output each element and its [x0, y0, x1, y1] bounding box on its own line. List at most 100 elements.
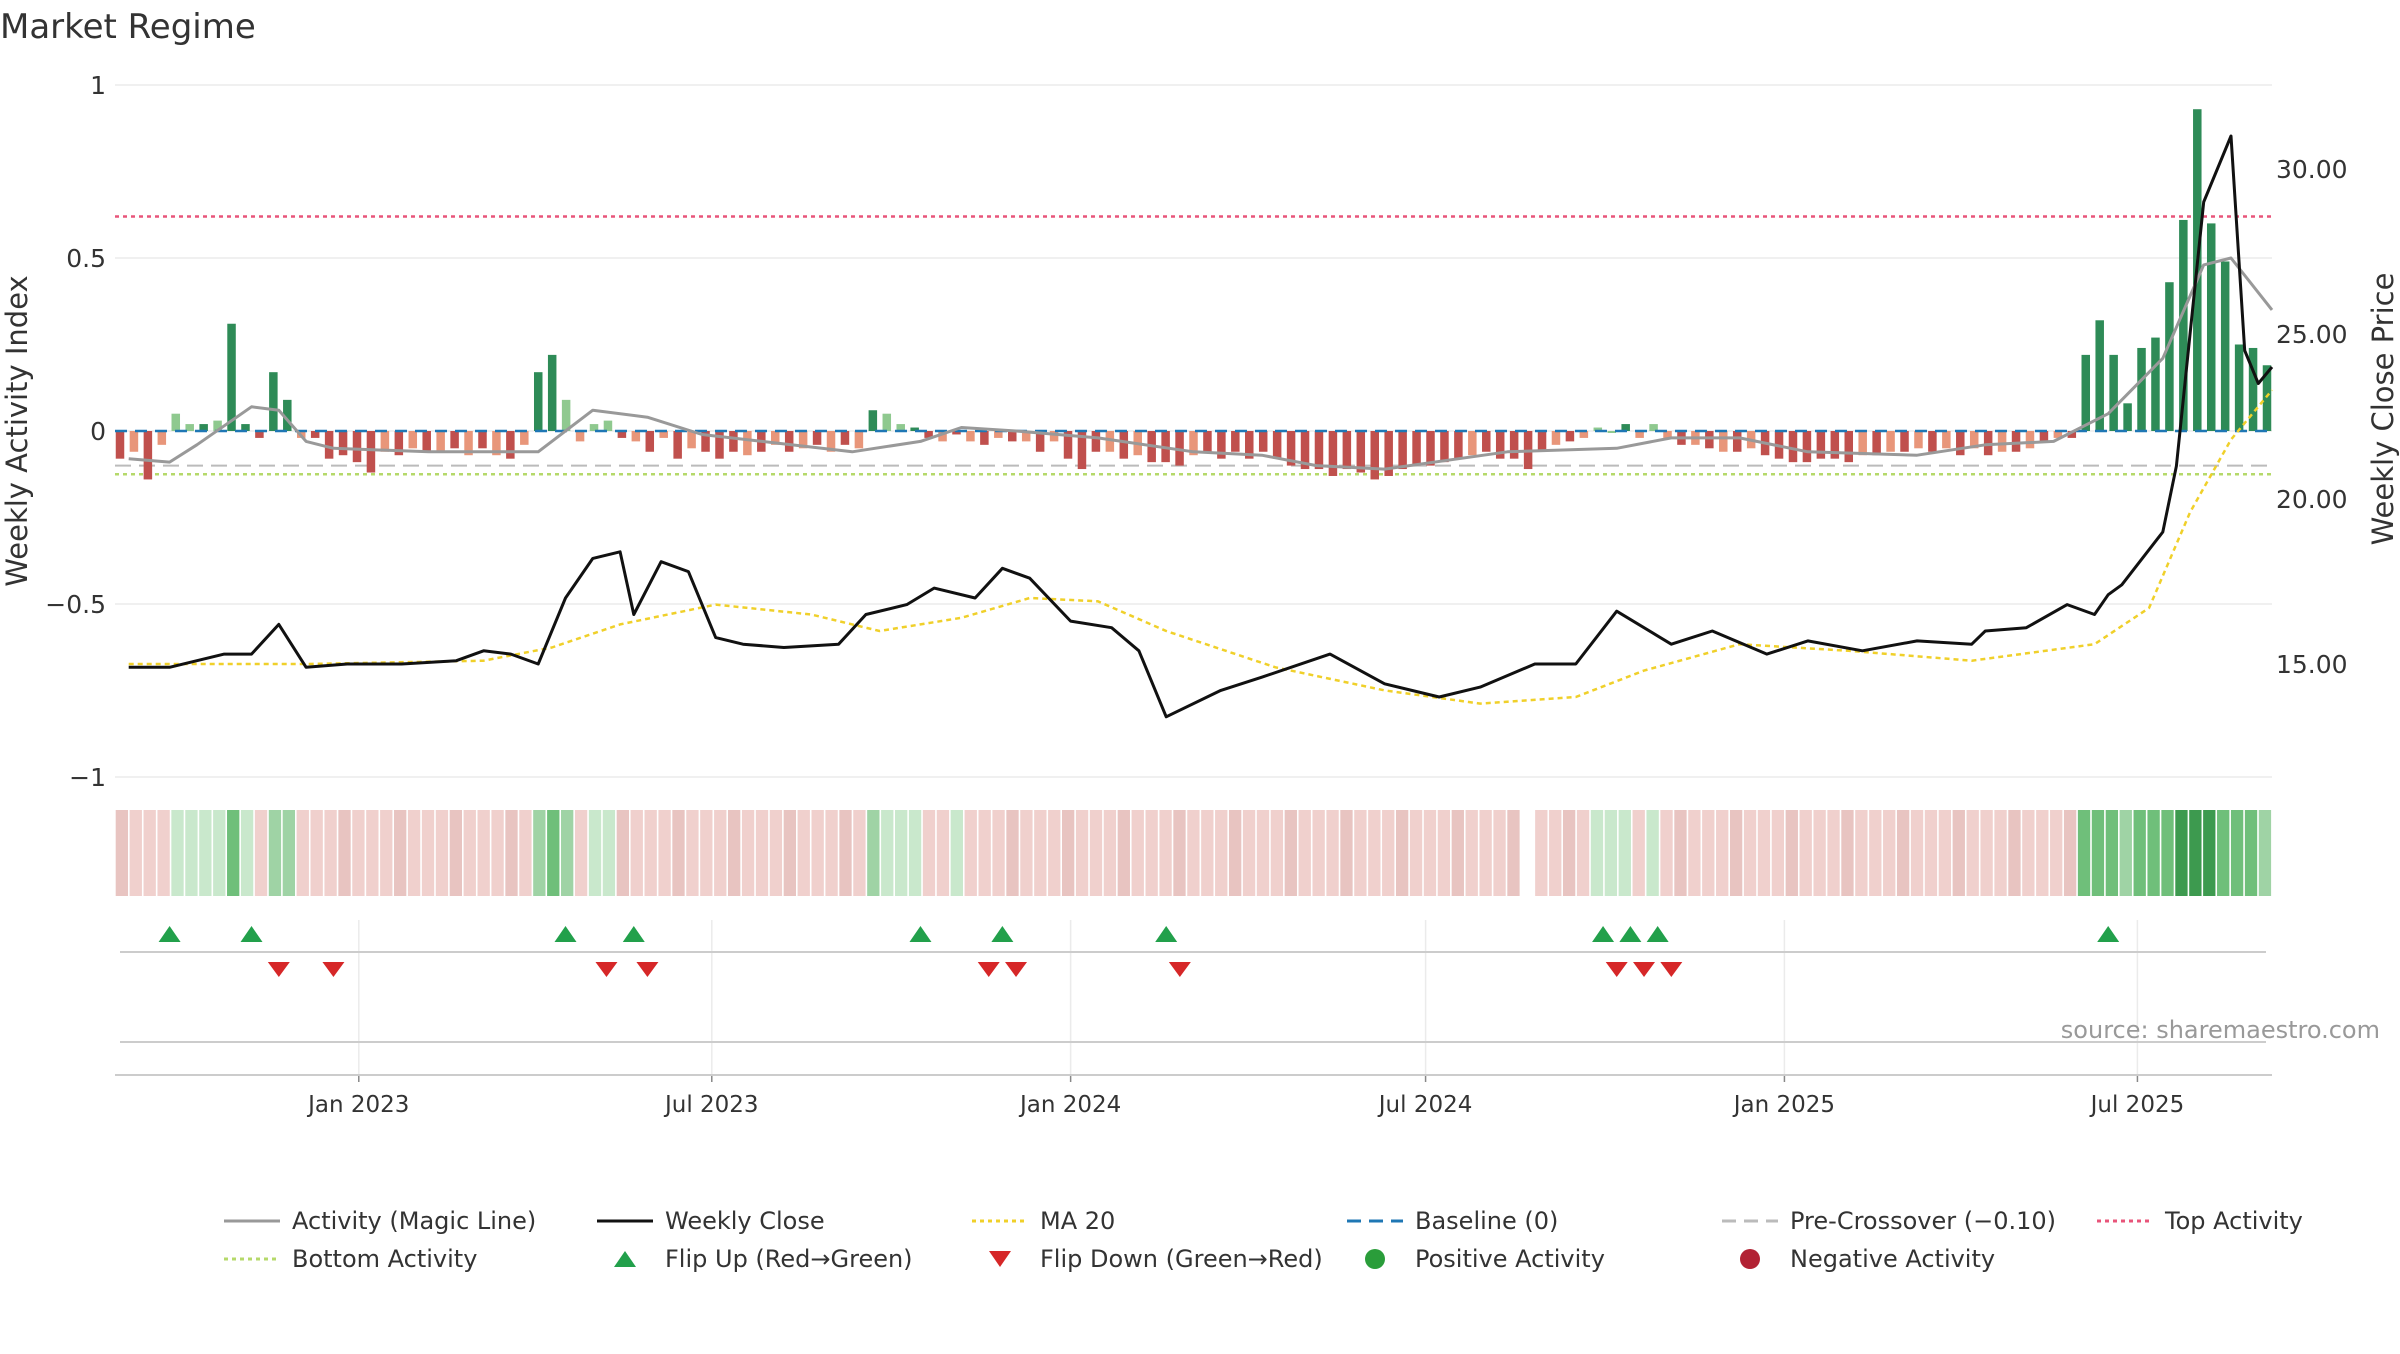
- regime-strip-cell: [1910, 810, 1924, 896]
- activity-bar: [771, 431, 780, 445]
- x-tick-label: Jan 2025: [1732, 1092, 1835, 1118]
- regime-strip-cell: [783, 810, 796, 896]
- regime-strip-cell: [686, 810, 699, 896]
- activity-bar: [1537, 431, 1547, 452]
- regime-strip-cell: [1159, 810, 1172, 896]
- y-tick-label: −0.5: [45, 590, 106, 619]
- activity-bar: [394, 431, 404, 456]
- flip-down-marker: [322, 962, 345, 977]
- activity-bar: [1217, 431, 1226, 459]
- regime-strip-cell: [1006, 810, 1019, 896]
- activity-bar: [1997, 431, 2007, 452]
- activity-bar: [924, 431, 933, 438]
- flip-up-marker: [2097, 926, 2120, 942]
- activity-bar: [1886, 431, 1895, 452]
- regime-strip-cell: [1813, 810, 1826, 896]
- regime-strip-cell: [853, 810, 866, 896]
- activity-bar: [784, 431, 794, 452]
- activity-bar: [255, 431, 264, 438]
- activity-bar: [701, 431, 710, 452]
- regime-strip-cell: [964, 810, 977, 896]
- activity-bar: [1314, 431, 1324, 470]
- regime-strip-cell: [1716, 810, 1729, 896]
- regime-strip-cell: [2119, 810, 2132, 896]
- regime-strip-cell: [505, 810, 518, 896]
- regime-strip-cell: [672, 810, 685, 896]
- activity-bar: [2067, 431, 2077, 438]
- regime-strip-cell: [1507, 810, 1520, 896]
- flip-up-icon: [614, 1251, 636, 1267]
- regime-strip-cell: [1451, 810, 1464, 896]
- activity-bar: [1300, 431, 1310, 470]
- activity-bar: [338, 431, 348, 456]
- activity-bar: [422, 431, 431, 452]
- activity-bar: [1928, 431, 1937, 452]
- flip-down-marker: [977, 962, 1000, 977]
- y-axis-label: Weekly Activity Index: [0, 275, 34, 586]
- regime-strip-cell: [797, 810, 810, 896]
- regime-strip-cell: [1075, 810, 1089, 896]
- y2-axis-label: Weekly Close Price: [2366, 273, 2400, 546]
- regime-strip-cell: [908, 810, 922, 896]
- activity-bar: [171, 413, 181, 431]
- chart-title: Market Regime: [0, 7, 256, 47]
- activity-bar: [1035, 431, 1045, 452]
- activity-bar: [1858, 431, 1867, 456]
- regime-strip-cell: [352, 810, 365, 896]
- regime-strip-cell: [1855, 810, 1868, 896]
- regime-strip-cell: [2161, 810, 2174, 896]
- regime-strip-cell: [227, 810, 240, 896]
- regime-strip-cell: [1368, 810, 1381, 896]
- regime-strip-cell: [1215, 810, 1228, 896]
- activity-bar: [1454, 431, 1463, 459]
- regime-strip-cell: [2189, 810, 2202, 896]
- activity-bar: [1189, 431, 1198, 456]
- activity-bar: [687, 431, 696, 449]
- regime-strip-cell: [1020, 810, 1033, 896]
- activity-bar: [2025, 431, 2035, 449]
- activity-bar: [617, 431, 627, 438]
- activity-bar: [533, 372, 543, 431]
- activity-bar: [575, 431, 585, 442]
- x-tick-label: Jul 2023: [663, 1092, 759, 1118]
- regime-strip-cell: [435, 810, 449, 896]
- regime-strip-cell: [1048, 810, 1061, 896]
- y-tick-label: −1: [69, 763, 106, 792]
- regime-strip-cell: [1883, 810, 1896, 896]
- activity-bar: [729, 431, 738, 452]
- regime-strip-cell: [143, 810, 156, 896]
- regime-strip-cell: [825, 810, 838, 896]
- regime-strip-cell: [936, 810, 950, 896]
- regime-strip-cell: [1660, 810, 1673, 896]
- activity-bar: [1635, 431, 1644, 438]
- regime-strip-cell: [1089, 810, 1103, 896]
- regime-strip-cell: [1952, 810, 1965, 896]
- regime-strip-cell: [728, 810, 741, 896]
- regime-strip-cell: [2133, 810, 2146, 896]
- regime-strip-cell: [1785, 810, 1798, 896]
- regime-strip-cell: [2258, 810, 2272, 896]
- legend-swatch-bottom-activity: [224, 1257, 280, 1261]
- flip-up-marker: [158, 926, 181, 942]
- activity-bar: [1565, 431, 1575, 442]
- regime-strip-cell: [1242, 810, 1256, 896]
- y2-tick-label: 15.00: [2276, 650, 2348, 679]
- regime-strip-cell: [2203, 810, 2216, 896]
- activity-bar: [115, 431, 125, 459]
- legend-label-flip-up: Flip Up (Red→Green): [665, 1245, 913, 1273]
- regime-strip-cell: [1535, 810, 1548, 896]
- x-tick-label: Jan 2024: [1018, 1092, 1121, 1118]
- x-tick-label: Jul 2025: [2089, 1092, 2185, 1118]
- regime-strip-cell: [171, 810, 184, 896]
- regime-strip-cell: [630, 810, 643, 896]
- activity-bar: [1816, 431, 1826, 459]
- activity-bar: [1342, 431, 1352, 470]
- activity-bar: [1956, 431, 1965, 456]
- activity-bar: [589, 424, 599, 431]
- activity-bar: [2179, 219, 2188, 431]
- regime-strip-cell: [2105, 810, 2119, 896]
- regime-strip-cell: [1549, 810, 1562, 896]
- regime-strip-cell: [700, 810, 713, 896]
- activity-bar: [980, 431, 989, 445]
- activity-bar: [2262, 365, 2272, 431]
